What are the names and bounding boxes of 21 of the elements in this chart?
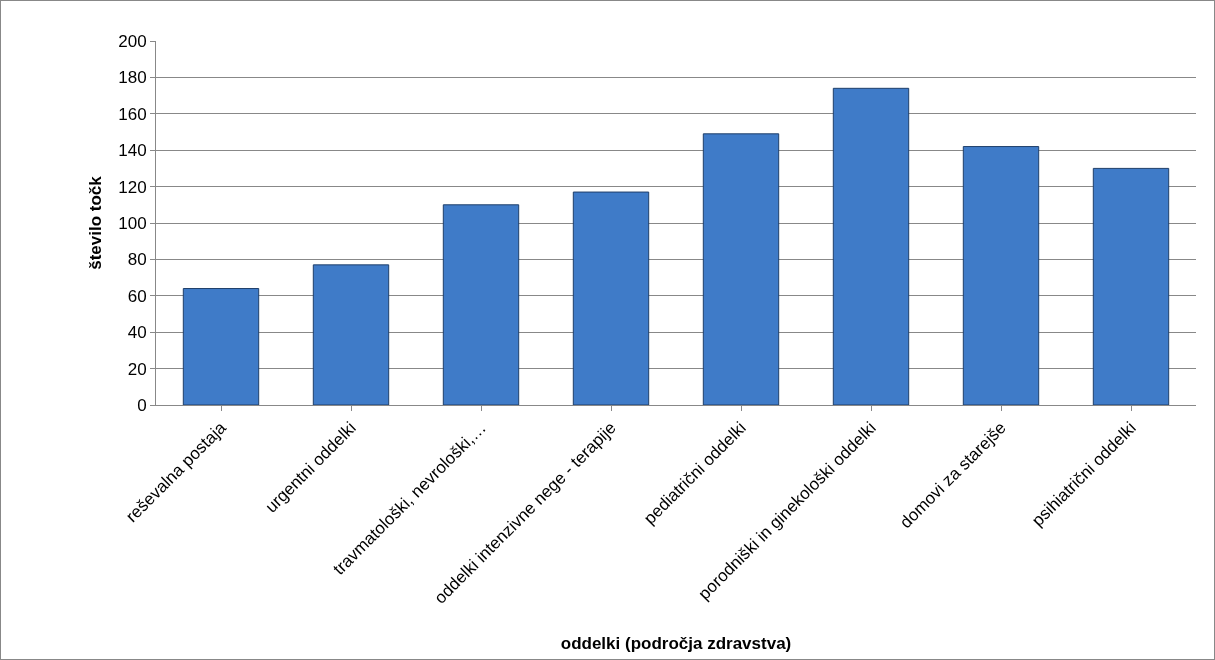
x-axis-title: oddelki (področja zdravstva) [560, 633, 792, 653]
y-tick-label: 120 [118, 177, 147, 197]
y-tick-label: 160 [118, 104, 147, 124]
y-tick-label: 100 [118, 213, 147, 233]
bar [572, 191, 650, 405]
y-axis-title: število točk [85, 175, 105, 270]
bar [702, 133, 780, 405]
y-tick-label: 200 [118, 31, 147, 51]
y-tick-label: 0 [137, 395, 147, 415]
bar [182, 288, 260, 405]
bar [312, 264, 390, 405]
y-tick-label: 80 [127, 250, 147, 270]
y-tick-label: 20 [127, 359, 147, 379]
y-tick-label: 140 [118, 141, 147, 161]
bar [962, 146, 1040, 405]
y-tick-label: 40 [127, 323, 147, 343]
y-tick-label: 180 [118, 68, 147, 88]
y-tick-label: 60 [127, 286, 147, 306]
bar [442, 204, 520, 405]
bar [832, 87, 910, 405]
bar [1092, 167, 1170, 405]
